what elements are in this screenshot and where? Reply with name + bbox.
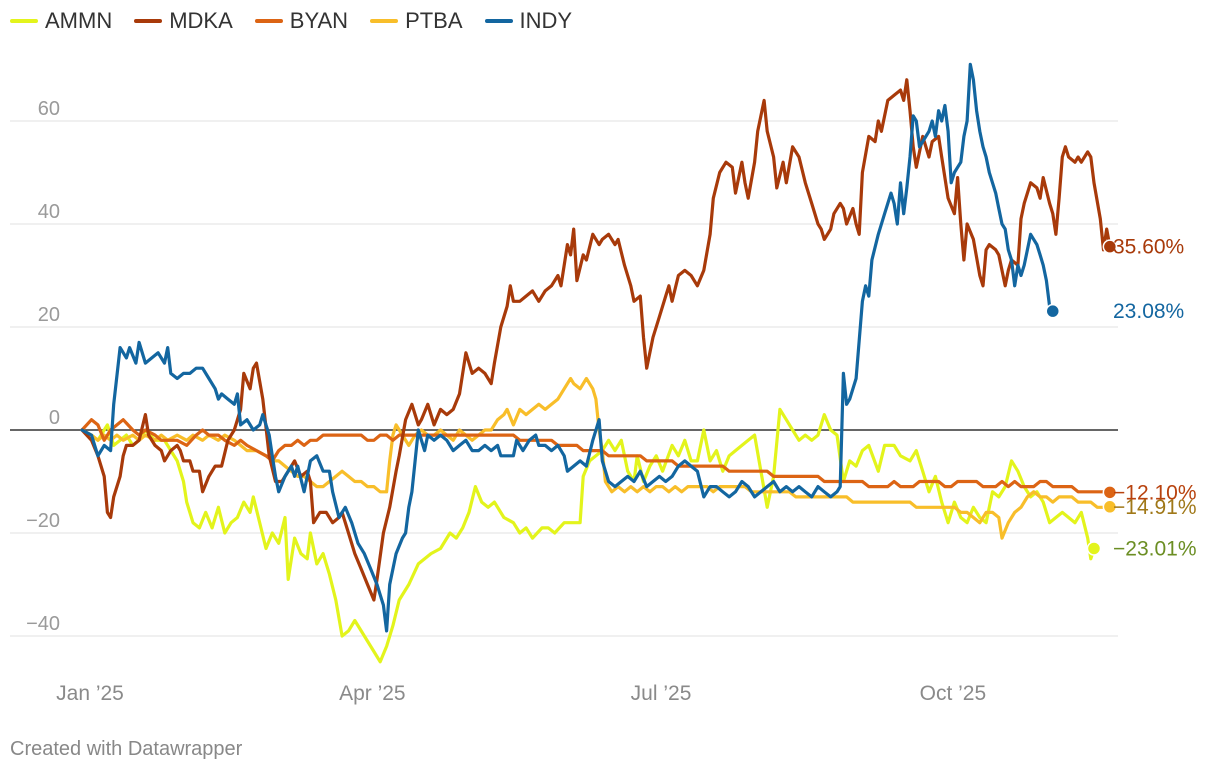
series-line-indy [80, 62, 1055, 633]
legend-label: MDKA [169, 8, 233, 33]
end-label-ammn: −23.01% [1113, 537, 1197, 560]
x-tick-label: Jul ’25 [631, 682, 692, 705]
legend-item-ptba: PTBA [370, 8, 463, 34]
x-tick-label: Apr ’25 [339, 682, 406, 705]
y-tick-label: −20 [26, 510, 60, 532]
legend: AMMN MDKA BYAN PTBA INDY [10, 8, 572, 34]
end-label-byan: −12.10% [1113, 481, 1197, 504]
series-line-mdka [80, 78, 1112, 602]
y-tick-label: 60 [38, 98, 60, 120]
end-label-indy: 23.08% [1113, 300, 1184, 323]
x-tick-label: Jan ’25 [56, 682, 124, 705]
legend-swatch [484, 19, 513, 23]
y-tick-label: 20 [38, 304, 60, 326]
legend-item-byan: BYAN [254, 8, 349, 34]
y-tick-label: 0 [49, 407, 60, 429]
end-dot-ptba [1102, 499, 1118, 515]
legend-swatch [254, 19, 283, 23]
series-line-byan [80, 418, 1112, 494]
legend-swatch [134, 19, 163, 23]
y-tick-label: −40 [26, 613, 60, 635]
end-label-ptba: −14.91% [1113, 496, 1197, 519]
x-tick-label: Oct ’25 [920, 682, 987, 705]
legend-label: BYAN [289, 8, 349, 33]
legend-label: PTBA [405, 8, 463, 33]
legend-item-indy: INDY [484, 8, 573, 34]
legend-label: INDY [519, 8, 573, 33]
end-label-mdka: 35.60% [1113, 236, 1184, 259]
end-dot-ammn [1086, 541, 1102, 556]
legend-label: AMMN [45, 8, 113, 33]
credit-text: Created with Datawrapper [10, 738, 243, 760]
end-dot-indy [1045, 303, 1061, 319]
legend-item-mdka: MDKA [134, 8, 233, 34]
legend-swatch [10, 19, 38, 23]
series-line-ammn [80, 407, 1096, 664]
legend-swatch [370, 19, 399, 23]
y-tick-label: 40 [38, 201, 60, 223]
end-dot-byan [1102, 485, 1118, 500]
end-dot-mdka [1102, 239, 1118, 254]
legend-item-ammn: AMMN [10, 8, 112, 34]
